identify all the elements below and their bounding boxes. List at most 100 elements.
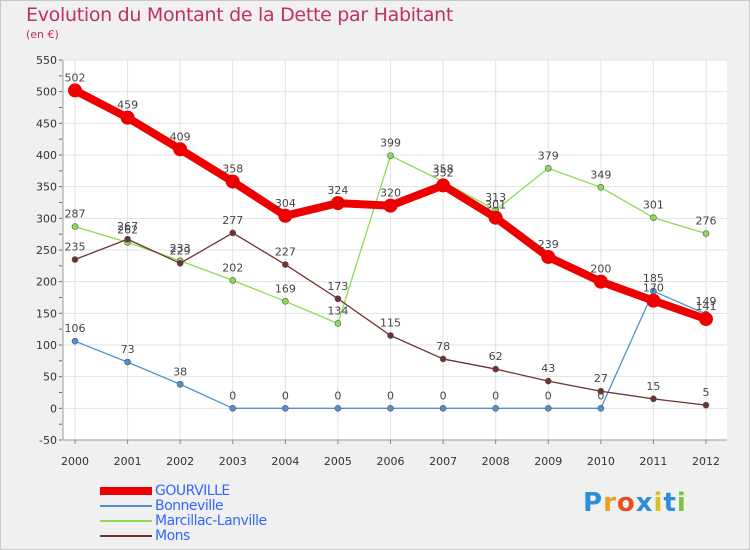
legend-label: Mons [155, 528, 190, 544]
data-label: 349 [590, 168, 611, 181]
data-label: 313 [485, 191, 506, 204]
x-tick-label: 2010 [587, 455, 615, 468]
data-point [387, 405, 394, 412]
data-point [544, 405, 552, 412]
legend-swatch [100, 505, 152, 507]
data-label: 324 [327, 184, 348, 197]
legend-swatch [100, 520, 152, 522]
data-label: 235 [65, 241, 86, 254]
data-point [282, 297, 289, 305]
y-tick-label: 400 [36, 149, 57, 162]
data-label: 379 [538, 149, 559, 162]
legend-swatch [100, 487, 152, 495]
data-point [439, 405, 447, 412]
data-point [282, 261, 289, 268]
data-point [541, 249, 556, 264]
x-tick-label: 2006 [377, 455, 405, 468]
data-label: 173 [327, 280, 348, 293]
data-label: 0 [387, 389, 394, 402]
data-label: 0 [229, 389, 236, 402]
data-point [387, 332, 394, 339]
data-point [488, 210, 503, 225]
y-tick-label: 200 [36, 276, 57, 289]
y-tick-label: 550 [36, 54, 57, 67]
proxiti-logo: Proxiti [583, 488, 687, 518]
data-label: 301 [643, 199, 664, 212]
data-label: 262 [117, 223, 138, 236]
data-point [282, 405, 289, 412]
data-point [229, 277, 237, 284]
y-tick-label: 150 [36, 307, 57, 320]
data-label: 287 [65, 208, 86, 221]
data-label: 134 [327, 304, 348, 317]
data-point [646, 293, 661, 308]
data-point [71, 256, 79, 263]
x-tick-label: 2007 [429, 455, 457, 468]
logo-letter: r [603, 488, 617, 518]
data-label: 106 [65, 322, 86, 335]
y-tick-label: 450 [36, 117, 57, 130]
data-point [593, 274, 608, 289]
data-label: 202 [222, 261, 243, 274]
data-point [330, 196, 345, 211]
data-label: 276 [696, 215, 717, 228]
data-label: 38 [173, 365, 187, 378]
data-label: 352 [433, 166, 454, 179]
data-point [225, 174, 240, 189]
data-point [492, 365, 499, 373]
data-label: 227 [275, 246, 296, 259]
legend-label: Marcillac-Lanville [155, 513, 267, 529]
data-label: 0 [492, 389, 499, 402]
data-label: 277 [222, 214, 243, 227]
logo-letter: x [635, 488, 654, 518]
data-point [124, 358, 131, 366]
legend-label: GOURVILLE [155, 483, 230, 499]
data-label: 304 [275, 197, 296, 210]
data-label: 62 [489, 350, 503, 363]
data-point [278, 208, 293, 223]
x-tick-label: 2008 [482, 455, 510, 468]
x-tick-label: 2011 [639, 455, 667, 468]
x-tick-label: 2004 [271, 455, 299, 468]
x-tick-label: 2002 [166, 455, 194, 468]
data-point [229, 229, 237, 237]
data-label: 0 [597, 389, 604, 402]
chart-title: Evolution du Montant de la Dette par Hab… [26, 4, 454, 26]
data-label: 149 [696, 295, 717, 308]
data-label: 15 [646, 380, 660, 393]
y-tick-label: 50 [43, 371, 57, 384]
data-label: 115 [380, 317, 401, 330]
data-label: 0 [440, 389, 447, 402]
data-label: 200 [590, 263, 611, 276]
data-label: 141 [696, 300, 717, 313]
data-point [650, 214, 657, 221]
data-label: 0 [545, 389, 552, 402]
data-label: 233 [170, 242, 191, 255]
data-point [650, 395, 657, 403]
data-label: 358 [222, 163, 243, 176]
data-label: 0 [334, 389, 341, 402]
data-point [702, 230, 710, 237]
x-tick-label: 2000 [61, 455, 89, 468]
data-point [702, 401, 710, 409]
y-tick-label: 350 [36, 181, 57, 194]
data-label: 170 [643, 282, 664, 295]
x-tick-label: 2005 [324, 455, 352, 468]
data-label: 0 [282, 389, 289, 402]
data-point [544, 165, 552, 172]
data-point [387, 152, 394, 159]
data-label: 73 [121, 343, 135, 356]
data-point [334, 295, 342, 303]
data-label: 185 [643, 272, 664, 285]
data-point [334, 405, 342, 412]
data-point [334, 320, 342, 327]
logo-letter: i [653, 488, 664, 518]
data-point [439, 355, 447, 363]
x-tick-label: 2001 [114, 455, 142, 468]
data-label: 301 [485, 199, 506, 212]
y-tick-label: 250 [36, 244, 57, 257]
data-point [544, 377, 552, 385]
data-label: 459 [117, 99, 138, 112]
data-point [176, 380, 184, 388]
